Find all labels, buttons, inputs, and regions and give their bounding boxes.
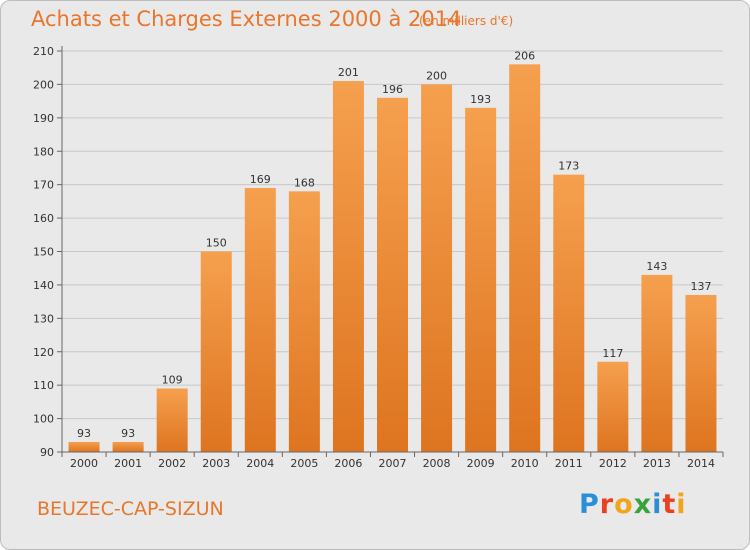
y-tick-label: 210 bbox=[33, 45, 54, 58]
x-tick-label: 2010 bbox=[511, 457, 539, 470]
chart-unit: (en milliers d'€) bbox=[419, 14, 514, 28]
x-tick-label: 2000 bbox=[70, 457, 98, 470]
x-tick-label: 2004 bbox=[246, 457, 274, 470]
bar-value-label: 150 bbox=[206, 237, 227, 250]
bar bbox=[465, 107, 497, 452]
bar bbox=[112, 441, 144, 452]
x-tick-label: 2011 bbox=[555, 457, 583, 470]
logo-letter: i bbox=[652, 489, 663, 520]
bar-value-label: 173 bbox=[558, 160, 579, 173]
bar bbox=[685, 294, 717, 452]
bar-value-label: 201 bbox=[338, 66, 359, 79]
bar-value-label: 117 bbox=[602, 347, 623, 360]
bar bbox=[421, 84, 453, 453]
bar bbox=[244, 188, 276, 452]
chart-title: Achats et Charges Externes 2000 à 2014 bbox=[31, 7, 462, 31]
bar bbox=[156, 388, 188, 452]
x-tick-label: 2012 bbox=[599, 457, 627, 470]
x-tick-label: 2007 bbox=[379, 457, 407, 470]
x-tick-label: 2005 bbox=[290, 457, 318, 470]
location-name: BEUZEC-CAP-SIZUN bbox=[37, 498, 224, 520]
bar-value-label: 193 bbox=[470, 93, 491, 106]
x-tick-label: 2008 bbox=[423, 457, 451, 470]
bar-value-label: 109 bbox=[162, 374, 183, 387]
proxiti-logo: Proxiti bbox=[579, 489, 687, 520]
y-tick-label: 200 bbox=[33, 78, 54, 91]
logo-letter: P bbox=[579, 489, 600, 520]
bar bbox=[288, 191, 320, 452]
y-tick-label: 120 bbox=[33, 346, 54, 359]
x-tick-label: 2009 bbox=[467, 457, 495, 470]
bars bbox=[68, 64, 717, 453]
x-tick-label: 2002 bbox=[158, 457, 186, 470]
y-tick-label: 110 bbox=[33, 379, 54, 392]
bar-value-label: 200 bbox=[426, 69, 447, 82]
bar-value-label: 169 bbox=[250, 173, 271, 186]
bar bbox=[509, 64, 541, 452]
logo-letter: x bbox=[633, 489, 653, 520]
bar bbox=[68, 441, 100, 452]
bar bbox=[553, 174, 585, 452]
x-tick-label: 2003 bbox=[202, 457, 230, 470]
bar-value-label: 206 bbox=[514, 49, 535, 62]
y-tick-label: 140 bbox=[33, 279, 54, 292]
logo-letter: o bbox=[614, 489, 634, 520]
y-tick-label: 160 bbox=[33, 212, 54, 225]
logo-letter: r bbox=[599, 489, 615, 520]
bar-value-label: 137 bbox=[690, 280, 711, 293]
axes bbox=[57, 46, 724, 457]
bar-value-label: 143 bbox=[646, 260, 667, 273]
labels: 90 100 110 120 130 140 150 160 170 180 190 200 210 93… bbox=[33, 45, 715, 470]
y-tick-label: 90 bbox=[40, 446, 54, 459]
bar bbox=[597, 361, 629, 452]
y-tick-label: 170 bbox=[33, 179, 54, 192]
bar-value-label: 93 bbox=[77, 427, 91, 440]
bar-value-label: 168 bbox=[294, 176, 315, 189]
x-tick-label: 2006 bbox=[334, 457, 362, 470]
logo-letter: t bbox=[662, 489, 677, 520]
y-tick-label: 190 bbox=[33, 112, 54, 125]
y-tick-label: 130 bbox=[33, 312, 54, 325]
logo-letter: i bbox=[676, 489, 687, 520]
bar bbox=[200, 251, 232, 452]
x-tick-label: 2001 bbox=[114, 457, 142, 470]
bar-value-label: 93 bbox=[121, 427, 135, 440]
x-tick-label: 2013 bbox=[643, 457, 671, 470]
y-tick-label: 100 bbox=[33, 413, 54, 426]
y-tick-label: 180 bbox=[33, 145, 54, 158]
bar-value-label: 196 bbox=[382, 83, 403, 96]
bar bbox=[641, 274, 673, 452]
bar bbox=[332, 81, 364, 452]
y-tick-label: 150 bbox=[33, 246, 54, 259]
bar bbox=[377, 97, 408, 453]
x-tick-label: 2014 bbox=[687, 457, 715, 470]
